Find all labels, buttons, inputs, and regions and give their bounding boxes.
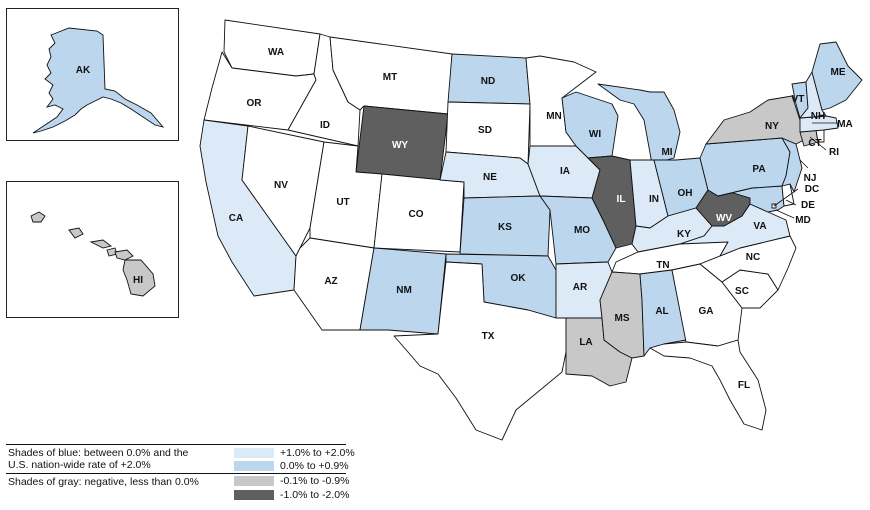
state-label-MI: MI xyxy=(661,147,672,158)
state-label-KS: KS xyxy=(498,222,512,233)
state-label-AR: AR xyxy=(573,282,588,293)
state-label-TN: TN xyxy=(656,260,669,271)
callout-lines xyxy=(773,122,838,219)
state-label-IA: IA xyxy=(560,166,570,177)
state-label-HI: HI xyxy=(133,275,143,286)
legend-swatch-light-gray xyxy=(234,476,274,486)
state-label-CT: CT xyxy=(808,138,821,149)
state-HI[interactable] xyxy=(30,211,156,297)
state-label-WA: WA xyxy=(268,47,284,58)
alaska-inset: AK xyxy=(6,8,179,141)
state-MI[interactable] xyxy=(597,83,681,165)
state-label-LA: LA xyxy=(579,337,592,348)
state-label-OR: OR xyxy=(247,98,263,109)
state-label-CA: CA xyxy=(229,213,243,224)
state-label-GA: GA xyxy=(699,306,714,317)
state-label-FL: FL xyxy=(738,380,750,391)
legend-label-dark-gray: -1.0% to -2.0% xyxy=(280,489,350,501)
state-MS[interactable] xyxy=(599,271,645,359)
state-label-NJ: NJ xyxy=(804,173,817,184)
state-label-ND: ND xyxy=(481,76,495,87)
alaska-inset-map: AK xyxy=(32,27,165,134)
state-label-WI: WI xyxy=(589,129,601,140)
hawaii-inset: HI xyxy=(6,181,179,318)
hawaii-inset-map: HI xyxy=(30,211,156,297)
state-label-ME: ME xyxy=(831,67,846,78)
state-KS[interactable] xyxy=(459,195,551,257)
map-legend: Shades of blue: between 0.0% and the U.S… xyxy=(6,444,355,504)
state-labels: WA OR ID MT WY CA NV UT CO AZ NM ND SD N… xyxy=(229,47,853,391)
state-label-DE: DE xyxy=(801,200,815,211)
state-label-AZ: AZ xyxy=(324,276,337,287)
state-label-UT: UT xyxy=(336,197,349,208)
legend-blue-description-line2: U.S. nation-wide rate of +2.0% xyxy=(8,459,151,471)
legend-blue-description-line1: Shades of blue: between 0.0% and the xyxy=(8,447,189,459)
legend-swatch-light-blue xyxy=(234,448,274,458)
state-label-KY: KY xyxy=(677,229,691,240)
state-label-MT: MT xyxy=(383,72,397,83)
state-AK[interactable] xyxy=(32,27,165,134)
state-label-MA: MA xyxy=(837,119,853,130)
state-label-AK: AK xyxy=(76,65,91,76)
state-label-OK: OK xyxy=(511,273,527,284)
state-label-ID: ID xyxy=(320,120,330,131)
state-label-NY: NY xyxy=(765,121,779,132)
legend-top-rule xyxy=(6,444,346,445)
state-label-MD: MD xyxy=(795,215,811,226)
state-label-VA: VA xyxy=(753,221,766,232)
state-label-AL: AL xyxy=(655,306,668,317)
state-label-IN: IN xyxy=(649,194,659,205)
state-label-CO: CO xyxy=(409,209,424,220)
state-label-MN: MN xyxy=(546,111,562,122)
state-label-DC: DC xyxy=(805,184,819,195)
state-label-SC: SC xyxy=(735,286,749,297)
state-label-PA: PA xyxy=(752,164,765,175)
state-label-NE: NE xyxy=(483,172,497,183)
state-label-MO: MO xyxy=(574,225,590,236)
state-label-MS: MS xyxy=(615,313,630,324)
legend-gray-description: Shades of gray: negative, less than 0.0% xyxy=(8,476,199,488)
legend-label-blue: 0.0% to +0.9% xyxy=(280,460,349,472)
state-label-IL: IL xyxy=(617,194,626,205)
state-label-NC: NC xyxy=(746,252,760,263)
legend-swatch-blue xyxy=(234,461,274,471)
state-NY[interactable] xyxy=(705,95,805,145)
state-label-NM: NM xyxy=(396,285,412,296)
state-label-OH: OH xyxy=(678,188,693,199)
state-label-WV: WV xyxy=(716,213,732,224)
state-label-WY: WY xyxy=(392,140,408,151)
state-label-TX: TX xyxy=(482,331,495,342)
state-ME[interactable] xyxy=(811,41,863,111)
state-NJ[interactable] xyxy=(781,137,803,193)
state-label-RI: RI xyxy=(829,147,839,158)
legend-label-light-blue: +1.0% to +2.0% xyxy=(280,447,355,459)
state-FL[interactable] xyxy=(649,339,767,431)
state-IL[interactable] xyxy=(587,155,637,249)
state-TX[interactable] xyxy=(393,261,567,441)
legend-middle-rule xyxy=(6,473,346,474)
state-label-NV: NV xyxy=(274,180,288,191)
state-label-NH: NH xyxy=(811,111,825,122)
state-label-VT: VT xyxy=(792,94,805,105)
legend-label-light-gray: -0.1% to -0.9% xyxy=(280,475,350,487)
legend-swatch-dark-gray xyxy=(234,490,274,500)
state-label-SD: SD xyxy=(478,125,492,136)
